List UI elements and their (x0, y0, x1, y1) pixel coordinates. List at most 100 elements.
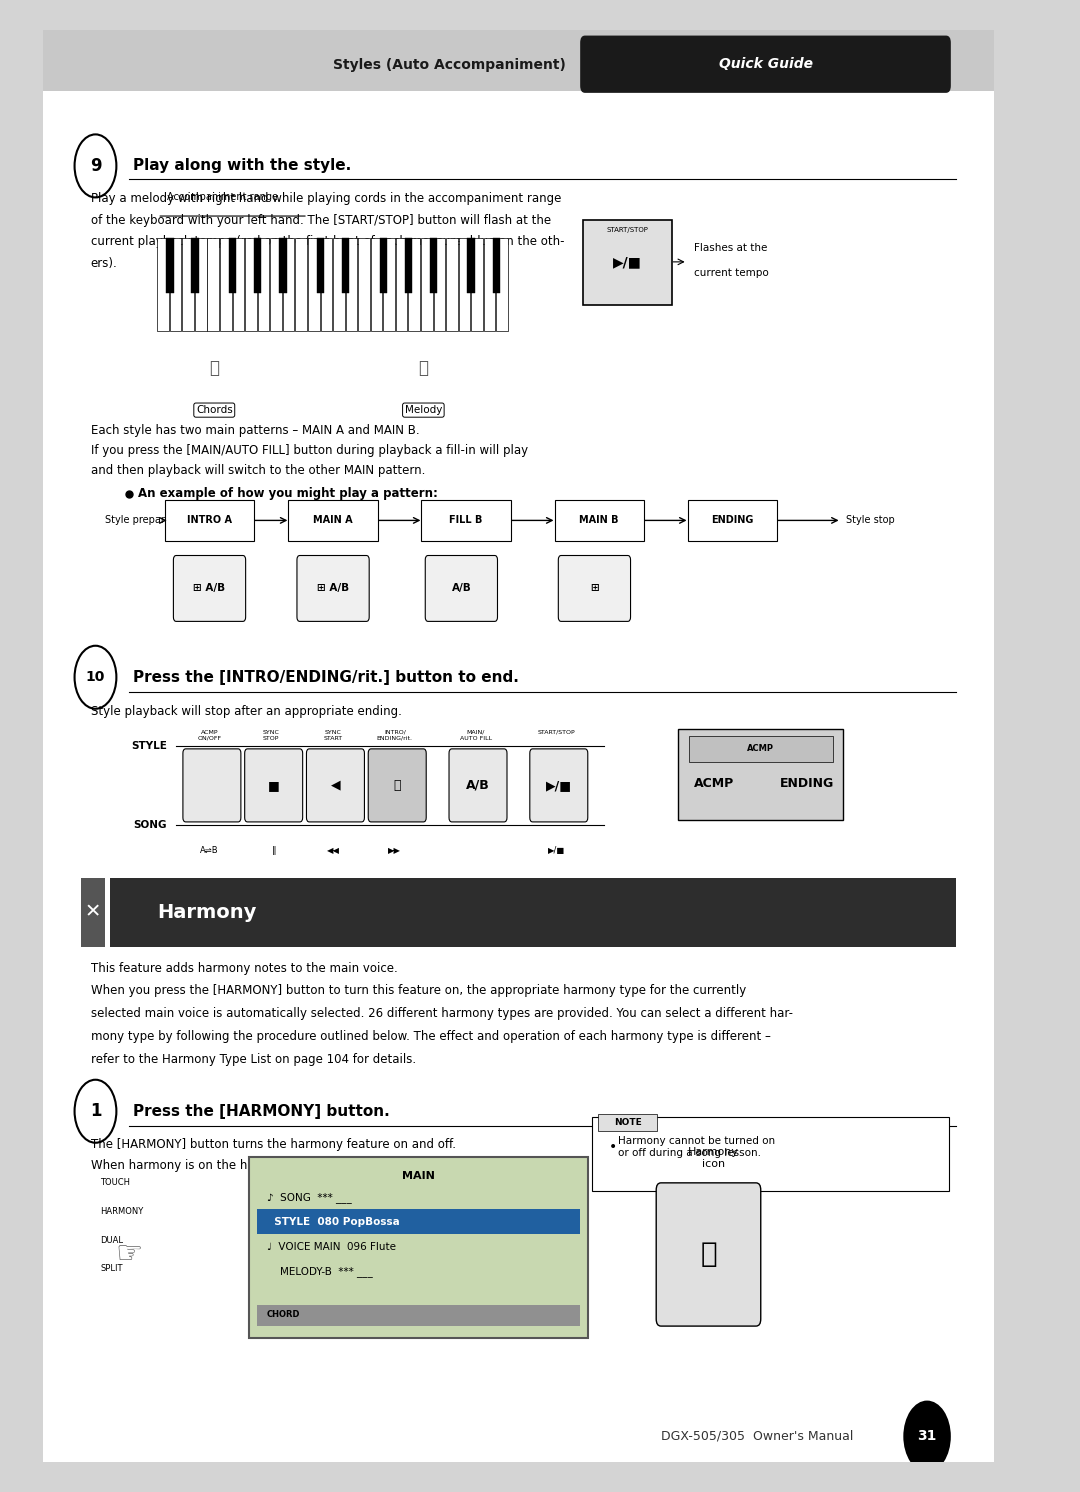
Text: DGX-505/305  Owner's Manual: DGX-505/305 Owner's Manual (661, 1429, 853, 1443)
Text: SYNC
START: SYNC START (324, 730, 342, 740)
Text: NOTE: NOTE (613, 1118, 642, 1126)
FancyBboxPatch shape (449, 749, 507, 822)
Text: If you press the [MAIN/AUTO FILL] button during playback a fill-in will play: If you press the [MAIN/AUTO FILL] button… (91, 445, 528, 458)
Text: Accompaniment range: Accompaniment range (166, 191, 278, 201)
Bar (321, 237, 333, 331)
Text: current playback tempo (red on the first beat of each measure, blue on the oth-: current playback tempo (red on the first… (91, 236, 564, 248)
Bar (166, 237, 174, 294)
Text: MAIN B: MAIN B (580, 515, 619, 525)
FancyBboxPatch shape (257, 1304, 580, 1326)
FancyBboxPatch shape (580, 36, 950, 93)
Text: ▶▶: ▶▶ (389, 846, 402, 855)
FancyBboxPatch shape (678, 728, 843, 821)
Text: ☞: ☞ (116, 1240, 143, 1270)
Bar (207, 237, 219, 331)
Text: SYNC
STOP: SYNC STOP (262, 730, 280, 740)
Bar (359, 237, 369, 331)
Text: FILL B: FILL B (449, 515, 483, 525)
FancyBboxPatch shape (657, 1183, 760, 1326)
Text: 10: 10 (85, 670, 105, 685)
Text: Harmony
icon: Harmony icon (688, 1147, 739, 1168)
FancyBboxPatch shape (558, 555, 631, 621)
Text: 1: 1 (90, 1103, 102, 1120)
Text: ENDING: ENDING (711, 515, 754, 525)
Text: •: • (609, 1140, 617, 1153)
FancyBboxPatch shape (43, 30, 994, 1462)
Text: MELODY-B  *** ___: MELODY-B *** ___ (267, 1267, 373, 1277)
FancyBboxPatch shape (183, 749, 241, 822)
Circle shape (75, 134, 117, 197)
Bar (316, 237, 324, 294)
Text: A⇌B: A⇌B (200, 846, 219, 855)
Text: When you press the [HARMONY] button to turn this feature on, the appropriate har: When you press the [HARMONY] button to t… (91, 985, 746, 998)
Bar (405, 237, 413, 294)
FancyBboxPatch shape (81, 877, 105, 946)
Bar (170, 237, 181, 331)
Text: Harmony: Harmony (158, 903, 257, 922)
Text: Style preparation: Style preparation (105, 515, 190, 525)
Text: SONG: SONG (133, 819, 166, 830)
Text: MAIN: MAIN (402, 1171, 435, 1180)
FancyBboxPatch shape (257, 1304, 580, 1326)
Bar (183, 237, 194, 331)
Bar (497, 237, 508, 331)
Text: INTRO/
ENDING/rit.: INTRO/ ENDING/rit. (377, 730, 413, 740)
Text: 𝄞: 𝄞 (700, 1240, 717, 1268)
FancyBboxPatch shape (110, 877, 956, 946)
Text: START/STOP: START/STOP (538, 730, 576, 736)
Text: MAIN A: MAIN A (313, 515, 353, 525)
Text: ✕: ✕ (84, 903, 100, 922)
Bar (158, 237, 168, 331)
Text: INTRO A: INTRO A (187, 515, 232, 525)
Text: Flashes at the: Flashes at the (694, 243, 768, 252)
Bar (421, 237, 433, 331)
Bar (232, 237, 244, 331)
Bar (346, 237, 357, 331)
Text: 9: 9 (90, 157, 102, 175)
Text: ♪  SONG  *** ___: ♪ SONG *** ___ (267, 1192, 351, 1203)
Text: START/STOP: START/STOP (607, 227, 649, 233)
Text: ⊞ A/B: ⊞ A/B (318, 583, 349, 594)
Bar (396, 237, 407, 331)
FancyBboxPatch shape (426, 555, 498, 621)
Text: An example of how you might play a pattern:: An example of how you might play a patte… (138, 488, 438, 500)
Text: refer to the Harmony Type List on page 104 for details.: refer to the Harmony Type List on page 1… (91, 1053, 416, 1067)
Bar (342, 237, 350, 294)
Bar (430, 237, 437, 294)
Text: of the keyboard with your left hand. The [START/STOP] button will flash at the: of the keyboard with your left hand. The… (91, 213, 551, 227)
Text: ▶/■: ▶/■ (548, 846, 565, 855)
FancyBboxPatch shape (688, 500, 777, 542)
Text: ■: ■ (268, 779, 280, 792)
Bar (492, 237, 500, 294)
Text: STYLE  080 PopBossa: STYLE 080 PopBossa (267, 1216, 400, 1226)
Bar (194, 237, 206, 331)
Text: ⊞: ⊞ (590, 583, 598, 594)
Bar (229, 237, 237, 294)
FancyBboxPatch shape (245, 749, 302, 822)
Bar (191, 237, 199, 294)
Bar (433, 237, 445, 331)
FancyBboxPatch shape (583, 221, 673, 304)
Text: 31: 31 (917, 1429, 936, 1443)
FancyBboxPatch shape (554, 500, 644, 542)
Bar (370, 237, 382, 331)
Bar (484, 237, 496, 331)
Text: Each style has two main patterns – MAIN A and MAIN B.: Each style has two main patterns – MAIN … (91, 424, 419, 437)
Bar (408, 237, 420, 331)
Text: CHORD: CHORD (267, 1310, 300, 1319)
Text: A/B: A/B (451, 583, 471, 594)
Bar (279, 237, 286, 294)
Bar (379, 237, 387, 294)
Text: ACMP: ACMP (694, 777, 734, 789)
Text: ‖: ‖ (267, 846, 276, 855)
Text: Harmony cannot be turned on
or off during a song lesson.: Harmony cannot be turned on or off durin… (618, 1137, 775, 1158)
Text: ers).: ers). (91, 257, 118, 270)
Text: ⊞ A/B: ⊞ A/B (193, 583, 226, 594)
FancyBboxPatch shape (530, 749, 588, 822)
Text: A/B: A/B (467, 779, 490, 792)
Text: mony type by following the procedure outlined below. The effect and operation of: mony type by following the procedure out… (91, 1031, 771, 1043)
Bar (283, 237, 295, 331)
Bar (446, 237, 458, 331)
FancyBboxPatch shape (43, 30, 994, 91)
FancyBboxPatch shape (165, 500, 254, 542)
